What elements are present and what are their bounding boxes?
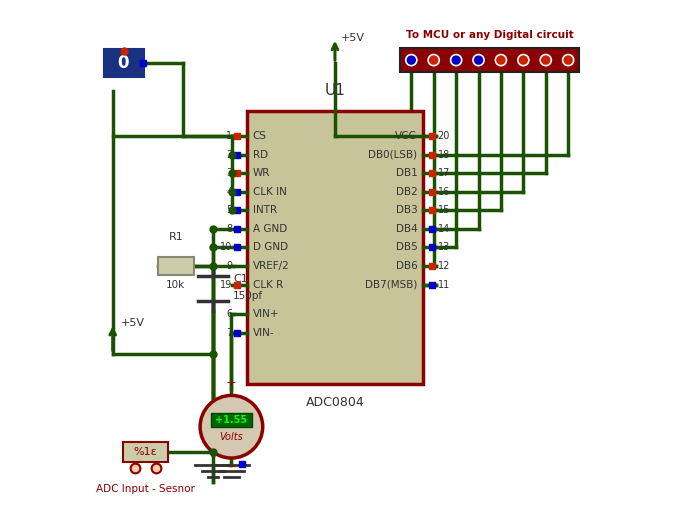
Text: 20: 20 (437, 131, 450, 141)
Text: U1: U1 (324, 83, 345, 98)
Text: 6: 6 (226, 309, 233, 319)
Text: CS: CS (253, 131, 267, 141)
Text: 10k: 10k (166, 280, 186, 290)
Text: 18: 18 (437, 149, 449, 160)
Text: +: + (226, 376, 237, 389)
Text: 12: 12 (437, 261, 450, 271)
Text: +5V: +5V (341, 33, 365, 43)
FancyBboxPatch shape (104, 49, 144, 77)
Text: 9: 9 (226, 261, 233, 271)
Circle shape (200, 395, 262, 458)
Text: 1: 1 (226, 131, 233, 141)
Text: 150pf: 150pf (233, 291, 263, 301)
Bar (158, 257, 194, 275)
Text: VCC: VCC (395, 131, 418, 141)
Text: 15: 15 (437, 206, 450, 215)
Text: VREF/2: VREF/2 (253, 261, 290, 271)
Text: 7: 7 (226, 328, 233, 338)
Text: D GND: D GND (253, 242, 288, 252)
Text: 13: 13 (437, 242, 449, 252)
Text: +1.55: +1.55 (216, 415, 248, 425)
Text: +5V: +5V (120, 318, 144, 328)
Text: 2: 2 (226, 149, 233, 160)
Text: DB0(LSB): DB0(LSB) (368, 149, 418, 160)
Text: 10: 10 (220, 242, 233, 252)
Text: CLK R: CLK R (253, 280, 283, 289)
Bar (400, 48, 579, 72)
Text: 0: 0 (117, 54, 129, 72)
Text: Volts: Volts (220, 432, 243, 442)
Text: DB7(MSB): DB7(MSB) (365, 280, 418, 289)
Text: DB4: DB4 (396, 224, 418, 234)
Text: 8: 8 (226, 224, 233, 234)
Text: VIN-: VIN- (253, 328, 274, 338)
Text: CLK IN: CLK IN (253, 187, 286, 197)
Text: A GND: A GND (253, 224, 287, 234)
Text: ADC Input - Sesnor: ADC Input - Sesnor (96, 484, 195, 493)
Text: INTR: INTR (253, 206, 277, 215)
Text: 11: 11 (437, 280, 449, 289)
Text: DB5: DB5 (396, 242, 418, 252)
Text: %1ε: %1ε (134, 447, 158, 457)
Text: 14: 14 (437, 224, 449, 234)
Bar (211, 413, 252, 427)
Text: VIN+: VIN+ (253, 309, 279, 319)
Text: DB6: DB6 (396, 261, 418, 271)
Text: DB1: DB1 (396, 168, 418, 178)
Text: 16: 16 (437, 187, 449, 197)
Text: R1: R1 (169, 232, 183, 242)
Text: 19: 19 (220, 280, 233, 289)
Text: DB3: DB3 (396, 206, 418, 215)
Text: ADC0804: ADC0804 (305, 396, 364, 410)
Text: WR: WR (253, 168, 270, 178)
Text: −: − (226, 461, 237, 474)
Text: To MCU or any Digital circuit: To MCU or any Digital circuit (406, 30, 574, 40)
Text: C1: C1 (233, 274, 248, 284)
Text: 4: 4 (226, 187, 233, 197)
FancyBboxPatch shape (247, 111, 424, 384)
Text: RD: RD (253, 149, 268, 160)
Text: 5: 5 (226, 206, 233, 215)
Text: 17: 17 (437, 168, 450, 178)
Text: DB2: DB2 (396, 187, 418, 197)
Text: 3: 3 (226, 168, 233, 178)
FancyBboxPatch shape (123, 442, 168, 462)
